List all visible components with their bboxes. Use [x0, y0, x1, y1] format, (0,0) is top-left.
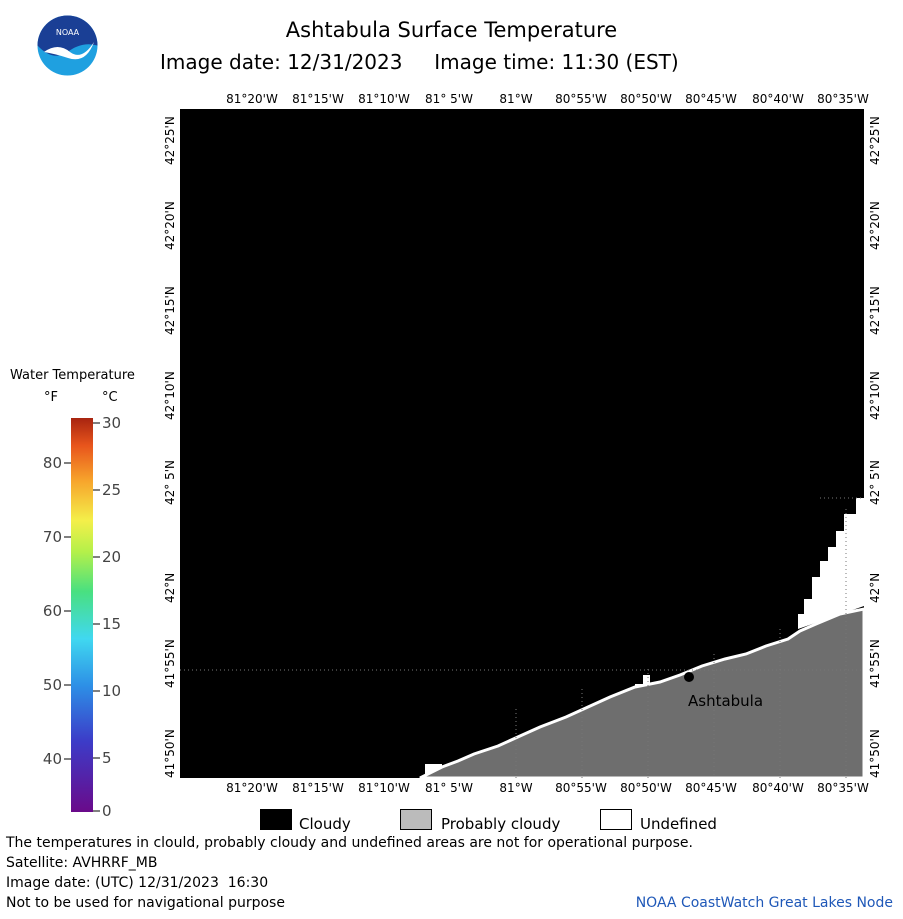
logo-text: NOAA: [56, 28, 80, 37]
celsius-tick: 10: [102, 682, 122, 700]
celsius-tick: 0: [102, 802, 112, 820]
latitude-tick-right: 41°55'N: [868, 639, 882, 688]
logo-bird: [44, 42, 94, 60]
latitude-tick-left: 42°10'N: [163, 371, 177, 420]
longitude-tick-top: 80°50'W: [620, 92, 672, 106]
map-canvas: Ashtabula: [180, 109, 864, 778]
longitude-tick-bottom: 81°10'W: [358, 781, 410, 795]
undefined-swatch: [600, 809, 632, 830]
probably-cloudy-label: Probably cloudy: [441, 815, 561, 833]
longitude-tick-top: 81°20'W: [226, 92, 278, 106]
ashtabula-marker: [684, 672, 694, 682]
image-date-time: Image date: 12/31/2023 Image time: 11:30…: [160, 50, 679, 74]
longitude-tick-bottom: 81°15'W: [292, 781, 344, 795]
undefined-label: Undefined: [640, 815, 717, 833]
image-date: Image date: 12/31/2023: [160, 50, 403, 74]
grid-lines: [180, 497, 864, 778]
longitude-tick-top: 80°35'W: [817, 92, 869, 106]
fahrenheit-tick: 70: [42, 528, 62, 546]
longitude-tick-bottom: 80°40'W: [752, 781, 804, 795]
latitude-tick-right: 42°10'N: [868, 371, 882, 420]
longitude-tick-top: 81°W: [499, 92, 533, 106]
fahrenheit-tick: 60: [42, 602, 62, 620]
color-scale-ticks: [64, 422, 100, 812]
latitude-tick-left: 42° 5'N: [163, 460, 177, 505]
longitude-tick-top: 80°45'W: [685, 92, 737, 106]
map-title: Ashtabula Surface Temperature: [285, 18, 618, 42]
fahrenheit-tick: 40: [42, 750, 62, 768]
latitude-tick-left: 42°20'N: [163, 201, 177, 250]
latitude-tick-left: 42°15'N: [163, 286, 177, 335]
longitude-tick-top: 81° 5'W: [425, 92, 473, 106]
latitude-tick-left: 42°N: [163, 572, 177, 603]
longitude-tick-bottom: 81°20'W: [226, 781, 278, 795]
utc-date: Image date: (UTC) 12/31/2023 16:30: [6, 875, 269, 891]
legend-unit-c: °C: [102, 390, 118, 405]
fahrenheit-tick: 80: [42, 454, 62, 472]
latitude-tick-right: 42°N: [868, 572, 882, 603]
disclaimer: The temperatures in clould, probably clo…: [6, 835, 693, 851]
cloudy-swatch: [260, 809, 292, 830]
credit: NOAA CoastWatch Great Lakes Node: [635, 895, 893, 911]
celsius-tick: 15: [102, 615, 122, 633]
celsius-tick: 30: [102, 414, 122, 432]
longitude-tick-top: 81°10'W: [358, 92, 410, 106]
legend-title: Water Temperature: [10, 368, 135, 383]
latitude-tick-left: 42°25'N: [163, 116, 177, 165]
longitude-tick-bottom: 80°55'W: [555, 781, 607, 795]
longitude-tick-bottom: 81° 5'W: [425, 781, 473, 795]
latitude-tick-right: 42° 5'N: [868, 460, 882, 505]
latitude-tick-right: 42°20'N: [868, 201, 882, 250]
celsius-tick: 25: [102, 481, 122, 499]
longitude-tick-bottom: 81°W: [499, 781, 533, 795]
longitude-tick-bottom: 80°35'W: [817, 781, 869, 795]
image-time: Image time: 11:30 (EST): [434, 50, 679, 74]
latitude-tick-right: 42°15'N: [868, 286, 882, 335]
latitude-tick-left: 41°55'N: [163, 639, 177, 688]
latitude-tick-right: 41°50'N: [868, 729, 882, 778]
latitude-tick-left: 41°50'N: [163, 729, 177, 778]
legend-unit-f: °F: [44, 390, 58, 405]
longitude-tick-top: 80°40'W: [752, 92, 804, 106]
undefined-area: [798, 498, 864, 629]
navigation-note: Not to be used for navigational purpose: [6, 895, 285, 911]
logo-sky: [37, 15, 98, 56]
land-area: [419, 607, 864, 778]
noaa-logo: NOAA: [37, 15, 98, 76]
fahrenheit-tick: 50: [42, 676, 62, 694]
latitude-tick-right: 42°25'N: [868, 116, 882, 165]
longitude-tick-top: 80°55'W: [555, 92, 607, 106]
longitude-tick-bottom: 80°45'W: [685, 781, 737, 795]
color-scale-bar: [71, 418, 93, 812]
cloudy-label: Cloudy: [299, 815, 351, 833]
longitude-tick-bottom: 80°50'W: [620, 781, 672, 795]
satellite: Satellite: AVHRRF_MB: [6, 855, 158, 871]
celsius-tick: 20: [102, 548, 122, 566]
probably-cloudy-swatch: [400, 809, 432, 830]
ashtabula-label: Ashtabula: [688, 692, 763, 710]
longitude-tick-top: 81°15'W: [292, 92, 344, 106]
celsius-tick: 5: [102, 749, 112, 767]
